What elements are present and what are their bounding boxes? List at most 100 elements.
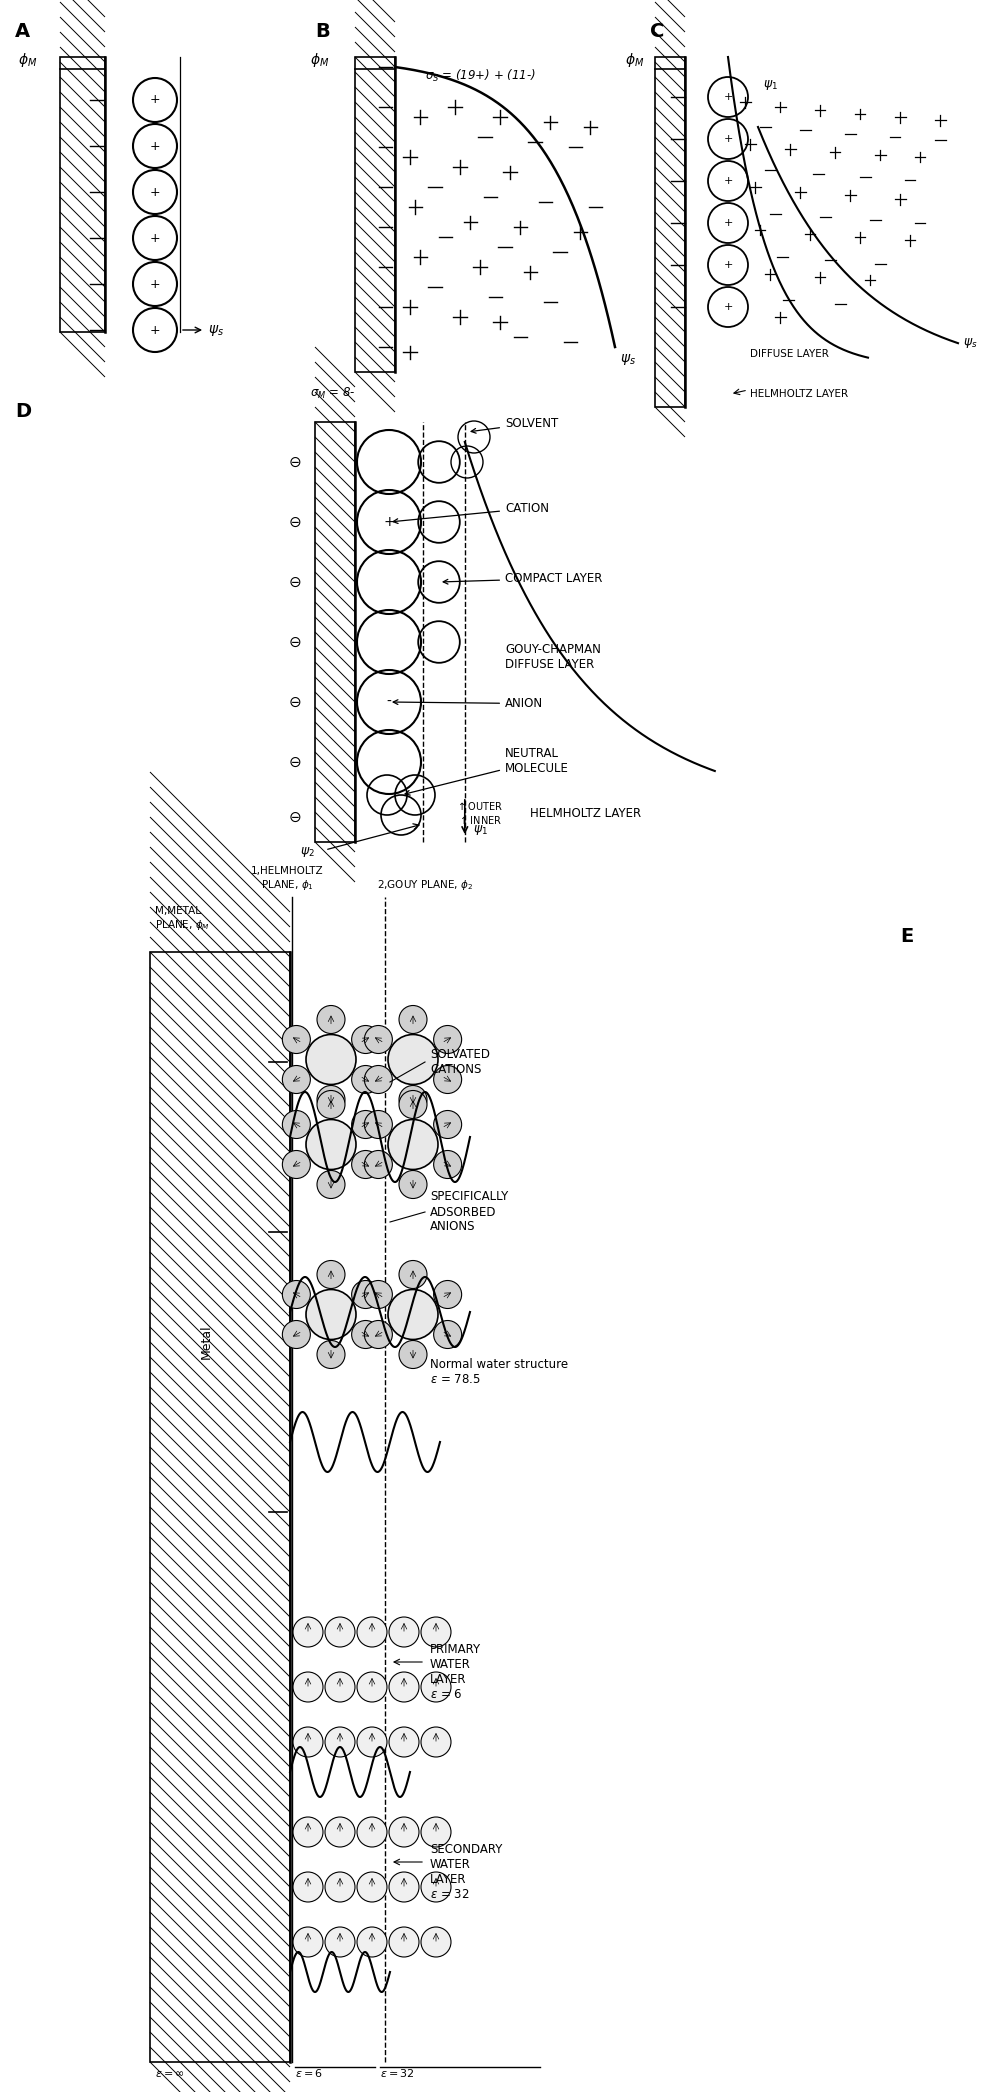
Circle shape xyxy=(317,1172,345,1199)
Text: HELMHOLTZ LAYER: HELMHOLTZ LAYER xyxy=(750,389,848,400)
Circle shape xyxy=(399,1086,427,1113)
Circle shape xyxy=(282,1111,310,1138)
Circle shape xyxy=(388,1289,438,1339)
Text: +: + xyxy=(723,134,733,144)
Text: $\psi_1$: $\psi_1$ xyxy=(763,77,778,92)
Text: HELMHOLTZ LAYER: HELMHOLTZ LAYER xyxy=(530,808,641,820)
Circle shape xyxy=(282,1025,310,1054)
Text: $\psi_s$: $\psi_s$ xyxy=(963,337,978,349)
Circle shape xyxy=(421,1728,451,1757)
Text: +: + xyxy=(150,186,160,199)
Text: +: + xyxy=(723,301,733,312)
Circle shape xyxy=(357,1927,387,1956)
Circle shape xyxy=(325,1728,355,1757)
Text: $\psi_s$: $\psi_s$ xyxy=(208,322,224,337)
Circle shape xyxy=(282,1151,310,1178)
Circle shape xyxy=(325,1927,355,1956)
Text: $\ominus$: $\ominus$ xyxy=(288,634,302,649)
Circle shape xyxy=(388,1036,438,1084)
Text: $\uparrow$OUTER: $\uparrow$OUTER xyxy=(456,799,503,812)
Circle shape xyxy=(352,1025,380,1054)
Text: $\phi_M$: $\phi_M$ xyxy=(18,50,37,69)
Text: +: + xyxy=(150,232,160,245)
Text: -: - xyxy=(387,695,391,709)
Text: COMPACT LAYER: COMPACT LAYER xyxy=(443,571,602,586)
Circle shape xyxy=(282,1320,310,1349)
Text: SECONDARY
WATER
LAYER
$\epsilon$ = 32: SECONDARY WATER LAYER $\epsilon$ = 32 xyxy=(430,1843,502,1902)
Text: $\ominus$: $\ominus$ xyxy=(288,695,302,709)
Circle shape xyxy=(421,1818,451,1847)
Text: E: E xyxy=(900,927,913,946)
Text: ANION: ANION xyxy=(393,697,543,709)
Circle shape xyxy=(399,1006,427,1033)
Text: Metal: Metal xyxy=(200,1324,212,1360)
Circle shape xyxy=(352,1280,380,1308)
Circle shape xyxy=(293,1818,323,1847)
Circle shape xyxy=(389,1617,419,1646)
Circle shape xyxy=(389,1672,419,1703)
Circle shape xyxy=(352,1065,380,1094)
Circle shape xyxy=(293,1927,323,1956)
Circle shape xyxy=(364,1151,392,1178)
Text: A: A xyxy=(15,23,30,42)
Circle shape xyxy=(399,1341,427,1368)
Text: PRIMARY
WATER
LAYER
$\epsilon$ = 6: PRIMARY WATER LAYER $\epsilon$ = 6 xyxy=(430,1642,481,1701)
Circle shape xyxy=(421,1617,451,1646)
Circle shape xyxy=(399,1172,427,1199)
Text: Normal water structure
$\epsilon$ = 78.5: Normal water structure $\epsilon$ = 78.5 xyxy=(430,1358,568,1387)
Circle shape xyxy=(421,1672,451,1703)
Text: SOLVENT: SOLVENT xyxy=(471,416,558,433)
Circle shape xyxy=(434,1025,462,1054)
Circle shape xyxy=(325,1672,355,1703)
Text: $\uparrow$INNER: $\uparrow$INNER xyxy=(458,814,502,826)
Text: $\psi_1$: $\psi_1$ xyxy=(473,822,488,837)
Circle shape xyxy=(364,1025,392,1054)
Text: $\phi_M$: $\phi_M$ xyxy=(625,50,644,69)
Text: $\psi_2$: $\psi_2$ xyxy=(300,845,315,860)
Circle shape xyxy=(399,1090,427,1119)
Circle shape xyxy=(364,1320,392,1349)
Circle shape xyxy=(389,1872,419,1902)
Circle shape xyxy=(325,1818,355,1847)
Circle shape xyxy=(434,1151,462,1178)
Bar xyxy=(655,56,685,408)
Circle shape xyxy=(306,1036,356,1084)
Circle shape xyxy=(352,1151,380,1178)
Text: $\phi_M$: $\phi_M$ xyxy=(310,50,329,69)
Circle shape xyxy=(317,1086,345,1113)
Circle shape xyxy=(357,1617,387,1646)
Text: +: + xyxy=(723,176,733,186)
Circle shape xyxy=(389,1818,419,1847)
Bar xyxy=(355,56,395,372)
Circle shape xyxy=(389,1927,419,1956)
Text: +: + xyxy=(150,140,160,153)
Text: 2,GOUY PLANE, $\phi_2$: 2,GOUY PLANE, $\phi_2$ xyxy=(377,879,473,891)
Text: SOLVATED
CATIONS: SOLVATED CATIONS xyxy=(430,1048,490,1075)
Text: $\sigma_S$ = (19+) + (11-): $\sigma_S$ = (19+) + (11-) xyxy=(425,69,536,84)
Circle shape xyxy=(317,1006,345,1033)
Circle shape xyxy=(434,1320,462,1349)
Text: +: + xyxy=(150,94,160,107)
Bar xyxy=(60,56,105,333)
Circle shape xyxy=(306,1289,356,1339)
Text: SPECIFICALLY
ADSORBED
ANIONS: SPECIFICALLY ADSORBED ANIONS xyxy=(430,1190,508,1234)
Text: D: D xyxy=(15,402,31,420)
Circle shape xyxy=(364,1280,392,1308)
Circle shape xyxy=(434,1111,462,1138)
Text: $\epsilon = 6$: $\epsilon = 6$ xyxy=(295,2067,323,2079)
Text: CATION: CATION xyxy=(393,502,549,523)
Circle shape xyxy=(293,1728,323,1757)
Circle shape xyxy=(293,1872,323,1902)
Circle shape xyxy=(357,1872,387,1902)
Text: $\psi_s$: $\psi_s$ xyxy=(620,351,636,366)
Text: +: + xyxy=(723,259,733,270)
Circle shape xyxy=(282,1280,310,1308)
Text: $\ominus$: $\ominus$ xyxy=(288,755,302,770)
Circle shape xyxy=(293,1617,323,1646)
Text: +: + xyxy=(150,278,160,291)
Circle shape xyxy=(317,1090,345,1119)
Circle shape xyxy=(352,1320,380,1349)
Circle shape xyxy=(293,1672,323,1703)
Circle shape xyxy=(364,1111,392,1138)
Text: GOUY-CHAPMAN
DIFFUSE LAYER: GOUY-CHAPMAN DIFFUSE LAYER xyxy=(505,642,601,672)
